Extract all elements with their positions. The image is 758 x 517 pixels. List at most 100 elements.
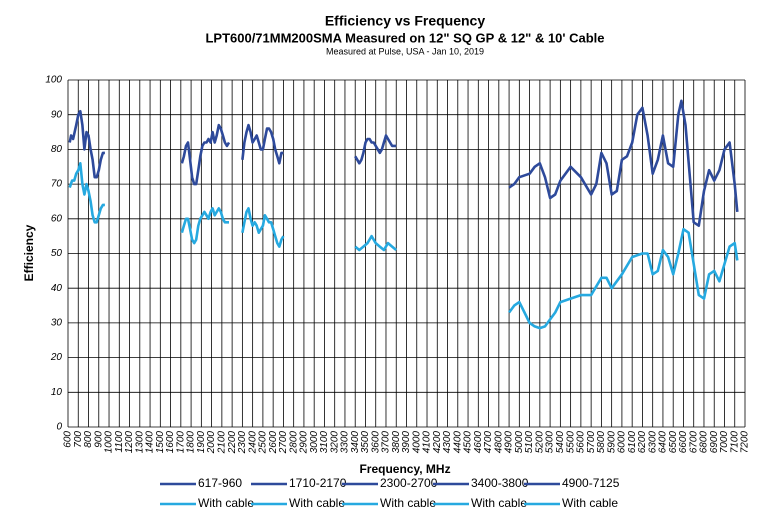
x-tick-label: 6100	[627, 431, 638, 454]
x-tick-label: 5400	[555, 431, 566, 454]
legend-label: With cable	[380, 496, 436, 510]
x-tick-label: 1300	[134, 431, 145, 454]
x-tick-label: 6400	[658, 431, 669, 454]
legend-label: With cable	[289, 496, 345, 510]
y-tick-label: 90	[51, 109, 63, 120]
x-tick-label: 5600	[576, 431, 587, 454]
x-tick-label: 4800	[493, 431, 504, 454]
x-tick-label: 3500	[360, 431, 371, 454]
legend-label: With cable	[471, 496, 527, 510]
legend-label: 4900-7125	[562, 476, 620, 490]
x-tick-label: 2800	[288, 431, 299, 455]
x-tick-label: 4700	[483, 431, 494, 454]
x-tick-label: 900	[93, 431, 104, 448]
x-tick-label: 5700	[586, 431, 597, 454]
x-tick-label: 2100	[217, 431, 228, 455]
x-tick-label: 4400	[452, 431, 463, 454]
x-tick-label: 5500	[565, 431, 576, 454]
y-tick-label: 60	[51, 213, 63, 224]
chart-note: Measured at Pulse, USA - Jan 10, 2019	[326, 46, 484, 56]
x-tick-label: 1000	[104, 431, 115, 454]
x-tick-label: 4600	[473, 431, 484, 454]
x-tick-label: 5900	[606, 431, 617, 454]
x-tick-label: 600	[63, 431, 74, 448]
legend-label: With cable	[198, 496, 254, 510]
x-tick-label: 2600	[268, 431, 279, 455]
series-line	[180, 207, 229, 245]
x-tick-label: 2200	[227, 431, 238, 455]
x-tick-label: 6700	[688, 431, 699, 454]
x-tick-label: 2900	[299, 431, 310, 455]
legend-label: 2300-2700	[380, 476, 438, 490]
x-tick-label: 7200	[740, 431, 751, 454]
y-tick-label: 100	[45, 75, 62, 86]
x-tick-label: 6800	[699, 431, 710, 454]
series-line	[354, 234, 398, 252]
y-tick-label: 20	[50, 352, 63, 363]
series-line	[68, 162, 105, 224]
series-line	[241, 123, 284, 165]
x-tick-label: 1900	[196, 431, 207, 454]
x-tick-label: 1600	[165, 431, 176, 454]
y-tick-label: 50	[51, 248, 63, 259]
legend-label: 3400-3800	[471, 476, 529, 490]
x-tick-label: 4200	[432, 431, 443, 454]
x-tick-label: 5100	[524, 431, 535, 454]
x-tick-label: 5200	[534, 431, 545, 454]
x-tick-label: 2500	[258, 431, 269, 455]
y-axis-label: Efficiency	[22, 224, 36, 281]
x-tick-label: 7100	[729, 431, 740, 454]
y-tick-label: 10	[51, 387, 63, 398]
x-tick-label: 6600	[678, 431, 689, 454]
x-tick-label: 3300	[340, 431, 351, 454]
x-tick-label: 4500	[463, 431, 474, 454]
chart-subtitle: LPT600/71MM200SMA Measured on 12" SQ GP …	[205, 30, 604, 45]
x-tick-label: 3100	[319, 431, 330, 454]
legend-label: 617-960	[198, 476, 242, 490]
series-line	[508, 227, 739, 330]
x-tick-label: 3200	[329, 431, 340, 454]
x-tick-label: 5000	[514, 431, 525, 454]
x-tick-label: 3700	[381, 431, 392, 454]
x-tick-label: 1200	[124, 431, 135, 454]
x-tick-label: 6500	[668, 431, 679, 454]
chart-title: Efficiency vs Frequency	[325, 13, 486, 29]
x-tick-label: 2300	[237, 431, 248, 455]
x-tick-label: 1400	[145, 431, 156, 454]
legend-label: With cable	[562, 496, 618, 510]
y-tick-label: 70	[51, 179, 63, 190]
x-tick-label: 6000	[617, 431, 628, 454]
y-tick-label: 30	[51, 318, 63, 329]
series-line	[241, 207, 285, 248]
x-tick-label: 3000	[309, 431, 320, 454]
legend-label: 1710-2170	[289, 476, 347, 490]
x-tick-label: 4100	[422, 431, 433, 454]
x-tick-label: 1500	[155, 431, 166, 454]
x-tick-label: 4300	[442, 431, 453, 454]
x-tick-label: 2000	[206, 431, 217, 455]
y-tick-label: 80	[51, 144, 63, 155]
series-line	[68, 109, 105, 179]
x-tick-label: 3600	[370, 431, 381, 454]
y-tick-label: 40	[51, 283, 63, 294]
x-tick-label: 5800	[596, 431, 607, 454]
x-tick-label: 3800	[391, 431, 402, 454]
x-tick-label: 1100	[114, 431, 125, 453]
x-tick-label: 4900	[504, 431, 515, 454]
series-line	[354, 134, 397, 165]
y-tick-label: 0	[56, 422, 62, 433]
x-tick-label: 1700	[175, 431, 186, 454]
x-tick-label: 2400	[247, 431, 258, 455]
x-tick-label: 1800	[186, 431, 197, 454]
x-axis-label: Frequency, MHz	[359, 462, 450, 476]
x-tick-label: 700	[73, 431, 84, 448]
x-tick-label: 5300	[545, 431, 556, 454]
x-tick-label: 2700	[278, 431, 289, 455]
x-tick-label: 6900	[709, 431, 720, 454]
x-tick-label: 4000	[411, 431, 422, 454]
x-tick-label: 3900	[401, 431, 412, 454]
x-tick-label: 800	[83, 431, 94, 448]
x-tick-label: 6300	[647, 431, 658, 454]
series-line	[508, 99, 739, 227]
